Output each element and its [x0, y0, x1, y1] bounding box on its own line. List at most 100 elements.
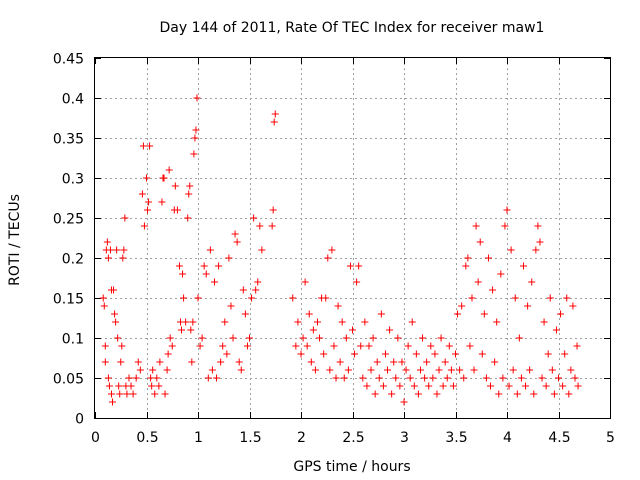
data-point: [299, 334, 307, 342]
data-point: [365, 342, 373, 350]
data-point: [491, 358, 499, 366]
data-point: [371, 390, 379, 398]
data-point: [392, 374, 400, 382]
data-points: [99, 94, 582, 406]
data-point: [110, 286, 118, 294]
data-point: [269, 206, 277, 214]
y-tick-label: 0.45: [53, 52, 84, 68]
data-point: [182, 318, 190, 326]
data-point: [117, 358, 125, 366]
data-point: [462, 262, 470, 270]
data-point: [355, 262, 363, 270]
data-point: [305, 310, 313, 318]
data-point: [528, 278, 536, 286]
data-point: [561, 350, 569, 358]
data-point: [390, 358, 398, 366]
data-point: [173, 206, 181, 214]
data-point: [324, 254, 332, 262]
y-tick-label: 0.05: [53, 372, 84, 388]
data-point: [165, 166, 173, 174]
data-point: [472, 222, 480, 230]
data-point: [213, 374, 221, 382]
data-point: [243, 342, 251, 350]
data-point: [375, 374, 383, 382]
data-point: [550, 390, 558, 398]
data-point: [427, 342, 435, 350]
data-point: [342, 334, 350, 342]
data-point: [414, 390, 422, 398]
data-point: [351, 350, 359, 358]
data-point: [353, 278, 361, 286]
data-point: [388, 390, 396, 398]
x-tick-label: 2: [297, 430, 306, 446]
data-point: [534, 222, 542, 230]
data-point: [569, 302, 577, 310]
data-point: [456, 366, 464, 374]
data-point: [139, 142, 147, 150]
data-point: [114, 334, 122, 342]
data-point: [386, 326, 394, 334]
y-tick-label: 0.4: [62, 92, 84, 108]
data-point: [369, 334, 377, 342]
data-point: [104, 254, 112, 262]
y-tick-label: 0.2: [62, 252, 84, 268]
data-point: [184, 214, 192, 222]
data-point: [452, 350, 459, 358]
data-point: [113, 246, 121, 254]
data-point: [208, 366, 216, 374]
data-point: [185, 190, 193, 198]
data-point: [161, 390, 169, 398]
data-point: [326, 366, 334, 374]
data-point: [229, 334, 237, 342]
data-point: [118, 342, 126, 350]
data-point: [202, 270, 210, 278]
data-point: [567, 366, 575, 374]
data-point: [164, 350, 172, 358]
data-point: [188, 358, 196, 366]
data-point: [316, 334, 324, 342]
data-point: [336, 358, 344, 366]
data-point: [219, 342, 227, 350]
y-tick-label: 0.25: [53, 212, 84, 228]
data-point: [100, 302, 108, 310]
data-point: [443, 374, 451, 382]
data-point: [433, 390, 441, 398]
x-tick-label: 4: [503, 430, 512, 446]
data-point: [489, 286, 497, 294]
data-point: [107, 390, 115, 398]
data-point: [548, 366, 556, 374]
x-tick-labels: 0 0.5 1 1.5 2 2.5 3 3.5 4 4.5 5: [91, 430, 615, 446]
data-point: [425, 382, 433, 390]
data-point: [186, 182, 194, 190]
data-point: [476, 238, 484, 246]
data-point: [189, 318, 197, 326]
x-tick-label: 3.5: [445, 430, 467, 446]
x-tick-label: 1.5: [239, 430, 261, 446]
data-point: [129, 390, 137, 398]
data-point: [482, 374, 490, 382]
data-point: [384, 366, 392, 374]
data-point: [239, 286, 247, 294]
data-point: [338, 318, 346, 326]
data-point: [328, 246, 336, 254]
grid-lines: [95, 58, 610, 418]
data-point: [168, 342, 176, 350]
data-point: [526, 366, 534, 374]
data-point: [138, 190, 146, 198]
data-point: [180, 294, 188, 302]
data-point: [99, 294, 107, 302]
data-point: [179, 270, 187, 278]
data-point: [517, 374, 525, 382]
data-point: [460, 374, 468, 382]
data-point: [289, 294, 297, 302]
data-point: [106, 246, 114, 254]
data-point: [478, 350, 486, 358]
data-point: [447, 366, 455, 374]
data-point: [119, 254, 127, 262]
data-point: [258, 246, 266, 254]
data-point: [204, 374, 212, 382]
x-tick-label: 0: [91, 430, 100, 446]
data-point: [206, 246, 214, 254]
data-point: [379, 382, 387, 390]
